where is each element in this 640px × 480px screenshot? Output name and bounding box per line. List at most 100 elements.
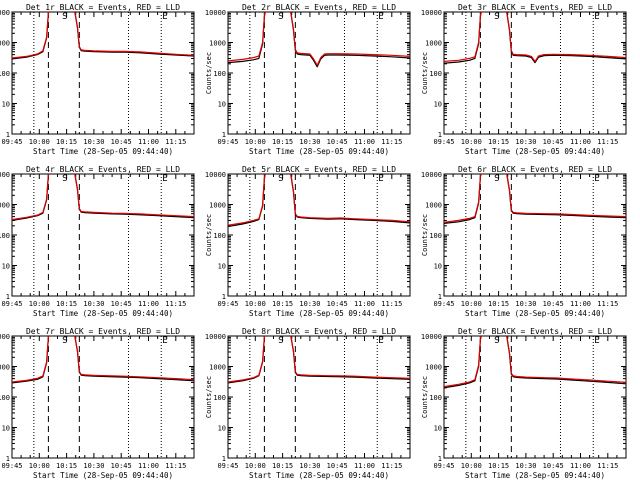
x-tick-label: 10:30 [515, 462, 536, 470]
y-tick-label: 10000 [205, 171, 226, 179]
x-tick-label: 10:45 [543, 462, 564, 470]
y-tick-label: 10000 [421, 333, 442, 341]
x-tick-label: 09:45 [1, 138, 22, 146]
y-tick-label: 1000 [0, 40, 10, 48]
x-tick-label: 10:15 [56, 300, 77, 308]
x-tick-label: 10:00 [29, 300, 50, 308]
lld-series-line [444, 174, 626, 223]
x-tick-label: 10:45 [543, 300, 564, 308]
interval-marker-label: S [494, 336, 499, 346]
y-tick-label: 1 [438, 131, 442, 139]
x-tick-label: 10:15 [488, 138, 509, 146]
y-tick-label: 1 [222, 293, 226, 301]
y-axis-label: Counts/sec [421, 376, 429, 418]
panel-title: Det 6r BLACK = Events, RED = LLD [458, 165, 612, 174]
series-group [444, 174, 626, 224]
lld-series-line [228, 336, 410, 383]
x-tick-label: 11:15 [597, 462, 618, 470]
x-tick-label: 09:45 [217, 138, 238, 146]
x-tick-label: 10:15 [272, 300, 293, 308]
x-tick-label: 11:15 [597, 138, 618, 146]
x-axis-label: Start Time (28-Sep-05 09:44:40) [465, 147, 605, 156]
x-tick-label: 11:15 [381, 300, 402, 308]
lld-series-line [228, 174, 410, 226]
chart-panel: 1 10 100 1000 10000 09:45 10:00 10:15 10:30 10:45… [0, 3, 195, 156]
x-tick-label: 10:30 [515, 300, 536, 308]
y-tick-label: 100 [0, 70, 10, 78]
x-tick-label: 10:15 [56, 138, 77, 146]
x-tick-label: 09:45 [1, 300, 22, 308]
y-tick-label: 1000 [209, 202, 226, 210]
x-tick-label: 10:30 [83, 462, 104, 470]
interval-marker-label: E [378, 12, 383, 22]
y-tick-label: 1000 [0, 364, 10, 372]
series-group [444, 12, 626, 64]
x-axis-label: Start Time (28-Sep-05 09:44:40) [465, 309, 605, 318]
y-tick-label: 10000 [205, 333, 226, 341]
lld-series-line [12, 336, 194, 383]
y-tick-label: 100 [0, 394, 10, 402]
y-tick-label: 1000 [425, 202, 442, 210]
y-tick-label: 1000 [0, 202, 10, 210]
series-group [228, 174, 410, 228]
x-tick-label: 11:15 [597, 300, 618, 308]
x-axis-label: Start Time (28-Sep-05 09:44:40) [249, 471, 389, 480]
x-tick-label: 10:30 [83, 138, 104, 146]
x-tick-label: 10:45 [327, 462, 348, 470]
y-tick-label: 100 [213, 394, 226, 402]
y-tick-label: 10 [218, 101, 226, 109]
y-tick-label: 10 [218, 425, 226, 433]
y-tick-label: 1 [222, 131, 226, 139]
x-tick-label: 10:45 [327, 138, 348, 146]
interval-marker-label: E [594, 336, 599, 346]
series-group [444, 336, 626, 389]
x-tick-label: 09:45 [1, 462, 22, 470]
y-tick-label: 1000 [209, 40, 226, 48]
x-tick-label: 11:00 [570, 138, 591, 146]
interval-marker-label: E [378, 174, 383, 184]
lld-series-line [12, 174, 194, 221]
x-tick-label: 11:00 [570, 300, 591, 308]
interval-marker-label: E [162, 336, 167, 346]
x-tick-label: 10:15 [488, 300, 509, 308]
lld-series-line [12, 12, 194, 59]
interval-marker-label: S [278, 174, 283, 184]
x-tick-label: 11:15 [381, 138, 402, 146]
y-tick-label: 10 [2, 263, 10, 271]
x-tick-label: 11:15 [165, 138, 186, 146]
x-tick-label: 10:45 [111, 138, 132, 146]
interval-marker-label: S [494, 12, 499, 22]
y-tick-label: 10000 [205, 9, 226, 17]
panel-title: Det 5r BLACK = Events, RED = LLD [242, 165, 396, 174]
chart-panel: 1 10 100 1000 10000 09:45 10:00 10:15 10:30 10:45… [0, 327, 195, 480]
x-tick-label: 09:45 [433, 300, 454, 308]
lld-series-line [444, 12, 626, 63]
y-tick-label: 100 [213, 232, 226, 240]
x-axis-label: Start Time (28-Sep-05 09:44:40) [33, 309, 173, 318]
series-group [228, 336, 410, 384]
x-tick-label: 10:00 [29, 462, 50, 470]
y-tick-label: 100 [213, 70, 226, 78]
x-tick-label: 10:30 [299, 138, 320, 146]
x-tick-label: 10:00 [245, 138, 266, 146]
y-tick-label: 10 [434, 101, 442, 109]
x-tick-label: 11:15 [165, 300, 186, 308]
x-tick-label: 10:00 [461, 462, 482, 470]
y-tick-label: 100 [429, 70, 442, 78]
y-tick-label: 10 [434, 425, 442, 433]
interval-marker-label: S [62, 336, 67, 346]
y-axis-label: Counts/sec [205, 214, 213, 256]
interval-marker-label: E [162, 174, 167, 184]
x-axis-label: Start Time (28-Sep-05 09:44:40) [33, 147, 173, 156]
x-tick-label: 10:45 [111, 300, 132, 308]
y-tick-label: 1000 [425, 364, 442, 372]
x-axis-label: Start Time (28-Sep-05 09:44:40) [249, 147, 389, 156]
chart-panel: 1 10 100 1000 10000 09:45 10:00 10:15 10:30 10:45… [421, 165, 627, 318]
lld-series-line [444, 336, 626, 388]
interval-marker-label: S [494, 174, 499, 184]
y-axis-label: Counts/sec [205, 376, 213, 418]
y-tick-label: 100 [429, 394, 442, 402]
x-tick-label: 10:00 [245, 462, 266, 470]
y-tick-label: 1000 [425, 40, 442, 48]
